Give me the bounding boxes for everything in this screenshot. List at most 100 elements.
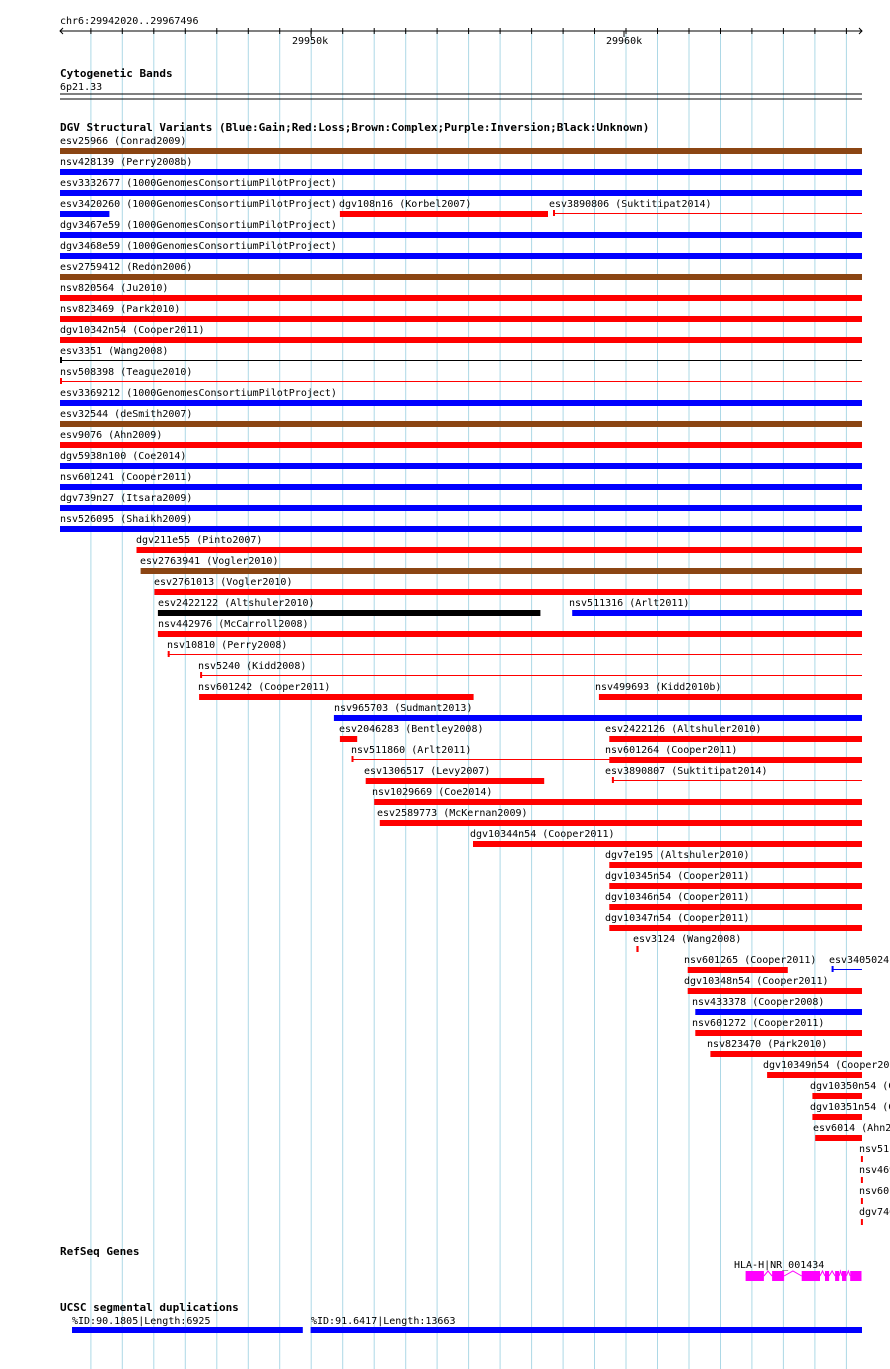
variant-bar: [609, 904, 862, 910]
variant-feature[interactable]: nsv511317 (Arlt2011): [859, 1144, 890, 1162]
variant-bar: [60, 211, 110, 217]
variant-feature[interactable]: esv32544 (deSmith2007): [60, 409, 862, 427]
variant-feature[interactable]: dgv740n27 (Itsara2009): [859, 1207, 890, 1225]
variant-feature[interactable]: esv6014 (Ahn2009): [813, 1123, 890, 1141]
variant-feature[interactable]: nsv601264 (Cooper2011): [605, 745, 862, 763]
variant-feature[interactable]: nsv823469 (Park2010): [60, 304, 862, 322]
variant-label: nsv601272 (Cooper2011): [692, 1018, 824, 1029]
variant-label: dgv3467e59 (1000GenomesConsortiumPilotPr…: [60, 220, 337, 231]
variant-label: esv3405024: [829, 955, 889, 966]
variant-bar: [710, 1051, 862, 1057]
variant-feature[interactable]: nsv601272 (Cooper2011): [692, 1018, 862, 1036]
variant-feature[interactable]: nsv5240 (Kidd2008): [198, 661, 863, 678]
gene-exon: [825, 1271, 830, 1281]
variant-feature[interactable]: esv2422122 (Altshuler2010): [157, 598, 541, 616]
variant-label: nsv823470 (Park2010): [707, 1039, 827, 1050]
variant-feature[interactable]: dgv5938n100 (Coe2014): [60, 451, 862, 469]
variant-feature[interactable]: dgv739n27 (Itsara2009): [60, 493, 862, 511]
variant-label: nsv823469 (Park2010): [60, 304, 180, 315]
variant-feature[interactable]: nsv601273 (Cooper2011): [859, 1186, 890, 1204]
variant-feature[interactable]: nsv10810 (Perry2008): [167, 640, 862, 657]
variant-feature[interactable]: dgv10345n54 (Cooper2011): [605, 871, 862, 889]
variant-feature[interactable]: dgv10349n54 (Cooper2011): [763, 1060, 890, 1078]
variant-bar: [60, 253, 862, 259]
variant-feature[interactable]: nsv601241 (Cooper2011): [60, 472, 862, 490]
variant-feature[interactable]: dgv3467e59 (1000GenomesConsortiumPilotPr…: [60, 220, 862, 238]
variant-feature[interactable]: esv3405024: [829, 955, 889, 972]
variant-feature[interactable]: nsv1029669 (Coe2014): [372, 787, 862, 805]
variant-feature[interactable]: nsv511316 (Arlt2011): [569, 598, 862, 616]
variant-bar: [636, 946, 639, 952]
variant-feature[interactable]: nsv499693 (Kidd2010b): [595, 682, 862, 700]
variant-bar: [200, 675, 863, 676]
variant-feature[interactable]: nsv965703 (Sudmant2013): [333, 703, 862, 721]
segdup-features: %ID:90.1805|Length:6925 %ID:91.6417|Lengt…: [72, 1316, 863, 1333]
gene-intron: [763, 1270, 773, 1277]
variant-feature[interactable]: dgv211e55 (Pinto2007): [136, 535, 862, 553]
variant-feature[interactable]: esv2422126 (Altshuler2010): [605, 724, 862, 742]
variant-feature[interactable]: nsv601242 (Cooper2011): [198, 682, 474, 700]
variant-feature[interactable]: dgv10342n54 (Cooper2011): [60, 325, 862, 343]
variant-label: esv3890807 (Suktitipat2014): [605, 766, 768, 777]
variant-feature[interactable]: nsv601265 (Cooper2011): [684, 955, 816, 973]
variant-label: nsv433378 (Cooper2008): [692, 997, 824, 1008]
variant-label: nsv428139 (Perry2008b): [60, 157, 192, 168]
variant-bar: [695, 1009, 862, 1015]
variant-label: dgv10349n54 (Cooper2011): [763, 1060, 890, 1071]
variant-label: esv3332677 (1000GenomesConsortiumPilotPr…: [60, 178, 337, 189]
refseq-track[interactable]: RefSeq Genes HLA-H|NR_001434: [60, 1245, 862, 1281]
variant-feature[interactable]: esv2046283 (Bentley2008): [339, 724, 484, 742]
variant-bar: [609, 736, 862, 742]
variant-feature[interactable]: nsv442976 (McCarroll2008): [157, 619, 862, 637]
variant-feature[interactable]: esv2763941 (Vogler2010): [140, 556, 863, 574]
variant-feature[interactable]: esv9076 (Ahn2009): [60, 430, 862, 448]
variant-feature[interactable]: dgv10350n54 (Cooper2011): [810, 1081, 890, 1099]
variant-feature[interactable]: esv2589773 (McKernan2009): [377, 808, 862, 826]
variant-feature[interactable]: nsv820564 (Ju2010): [60, 283, 862, 301]
variant-feature[interactable]: dgv10351n54 (Cooper2011): [810, 1102, 890, 1120]
track-title: RefSeq Genes: [60, 1245, 139, 1258]
variant-feature[interactable]: esv1306517 (Levy2007): [364, 766, 545, 784]
variant-feature[interactable]: esv3420260 (1000GenomesConsortiumPilotPr…: [60, 199, 337, 217]
variant-bar: [609, 757, 862, 763]
ruler-track[interactable]: chr6:29942020..29967496 29950k 29960k: [59, 16, 863, 47]
variant-feature[interactable]: dgv10348n54 (Cooper2011): [684, 976, 862, 994]
cytoband-label: 6p21.33: [60, 82, 102, 93]
variant-feature[interactable]: dgv7e195 (Altshuler2010): [605, 850, 862, 868]
variant-feature[interactable]: nsv469742 (Kidd2008): [859, 1165, 890, 1183]
segdup-track[interactable]: UCSC segmental duplications %ID:90.1805|…: [60, 1301, 863, 1333]
segdup-feature[interactable]: %ID:90.1805|Length:6925: [72, 1316, 303, 1333]
variant-label: nsv526095 (Shaikh2009): [60, 514, 192, 525]
dgv-track[interactable]: DGV Structural Variants (Blue:Gain;Red:L…: [60, 121, 890, 1225]
variant-label: esv1306517 (Levy2007): [364, 766, 490, 777]
variant-feature[interactable]: esv3124 (Wang2008): [633, 934, 741, 952]
variant-feature[interactable]: esv3890807 (Suktitipat2014): [605, 766, 862, 783]
variant-feature[interactable]: esv3351 (Wang2008): [60, 346, 862, 363]
variant-feature[interactable]: nsv526095 (Shaikh2009): [60, 514, 862, 532]
variant-feature[interactable]: esv2759412 (Redon2006): [60, 262, 862, 280]
gene-intron: [819, 1269, 826, 1277]
variant-feature[interactable]: dgv10347n54 (Cooper2011): [605, 913, 862, 931]
segdup-feature[interactable]: %ID:91.6417|Length:13663: [310, 1316, 863, 1333]
variant-feature[interactable]: nsv508398 (Teague2010): [60, 367, 862, 384]
variant-feature[interactable]: esv2761013 (Vogler2010): [154, 577, 862, 595]
cytoband-track[interactable]: Cytogenetic Bands 6p21.33: [60, 67, 862, 100]
variant-label: nsv601264 (Cooper2011): [605, 745, 737, 756]
variant-feature[interactable]: esv25966 (Conrad2009): [60, 136, 862, 154]
variant-feature[interactable]: dgv10344n54 (Cooper2011): [470, 829, 862, 847]
variant-feature[interactable]: esv3890806 (Suktitipat2014): [549, 199, 862, 216]
variant-feature[interactable]: dgv10346n54 (Cooper2011): [605, 892, 862, 910]
gene-intron: [845, 1269, 851, 1277]
variant-feature[interactable]: nsv428139 (Perry2008b): [60, 157, 862, 175]
variant-feature[interactable]: dgv108n16 (Korbel2007): [339, 199, 548, 217]
variant-feature[interactable]: esv3369212 (1000GenomesConsortiumPilotPr…: [60, 388, 862, 406]
variant-feature[interactable]: esv3332677 (1000GenomesConsortiumPilotPr…: [60, 178, 862, 196]
variant-feature[interactable]: dgv3468e59 (1000GenomesConsortiumPilotPr…: [60, 241, 862, 259]
variant-label: esv3351 (Wang2008): [60, 346, 168, 357]
variant-label: esv2422122 (Altshuler2010): [158, 598, 315, 609]
variant-feature[interactable]: nsv433378 (Cooper2008): [692, 997, 862, 1015]
variant-feature[interactable]: nsv823470 (Park2010): [707, 1039, 862, 1057]
gene-model-hla-h[interactable]: [745, 1269, 862, 1281]
variant-bar: [154, 589, 862, 595]
variant-feature[interactable]: nsv511860 (Arlt2011): [351, 745, 610, 762]
